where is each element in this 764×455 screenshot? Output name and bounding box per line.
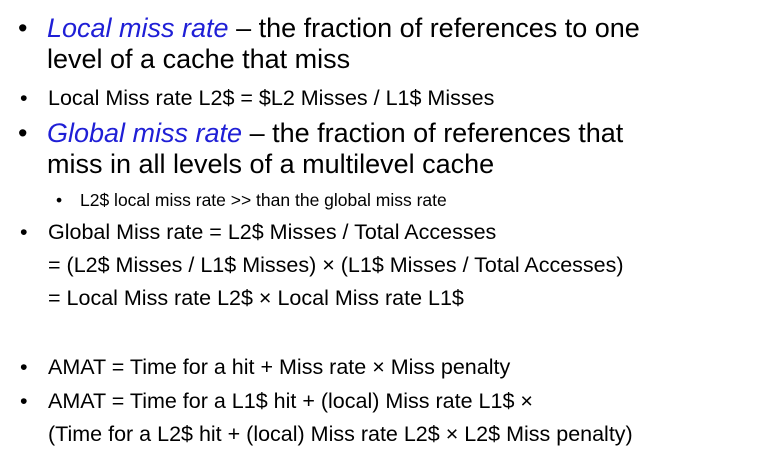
term-local-miss-rate: Local miss rate	[47, 13, 229, 43]
bullet-dot: •	[20, 389, 28, 413]
bullet-dot: •	[18, 118, 28, 148]
bullet-dot: •	[18, 13, 28, 43]
definition-text: – the fraction of references that	[242, 118, 624, 148]
amat-formula-line-1: AMAT = Time for a L1$ hit + (local) Miss…	[48, 389, 533, 413]
bullet-dot: •	[56, 190, 63, 210]
formula-line-3: = Local Miss rate L2$ × Local Miss rate …	[48, 286, 464, 310]
amat-formula-line-2: (Time for a L2$ hit + (local) Miss rate …	[48, 422, 633, 446]
formula-text: Local Miss rate L2$ = $L2 Misses / L1$ M…	[48, 86, 495, 110]
formula-line-1: Global Miss rate = L2$ Misses / Total Ac…	[48, 220, 497, 244]
amat-formula: AMAT = Time for a hit + Miss rate × Miss…	[48, 355, 511, 379]
sub-bullet-text: L2$ local miss rate >> than the global m…	[80, 190, 447, 210]
definition-text: – the fraction of references to one	[228, 13, 640, 43]
term-global-miss-rate: Global miss rate	[47, 118, 243, 148]
bullet-dot: •	[20, 355, 28, 379]
definition-continuation: miss in all levels of a multilevel cache	[47, 149, 495, 179]
definition-continuation: level of a cache that miss	[47, 44, 351, 74]
bullet-dot: •	[20, 220, 28, 244]
bullet-dot: •	[20, 86, 28, 110]
formula-line-2: = (L2$ Misses / L1$ Misses) × (L1$ Misse…	[48, 253, 624, 277]
